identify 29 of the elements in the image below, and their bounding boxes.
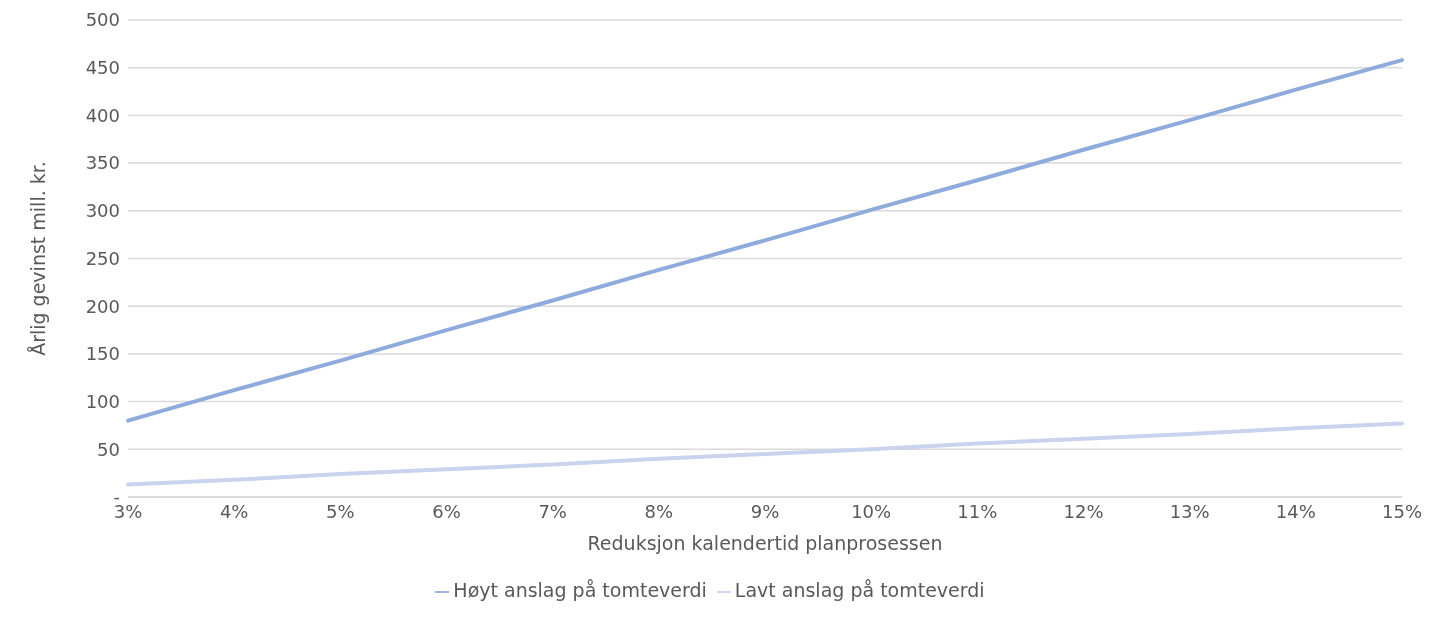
- x-tick-label: 8%: [644, 500, 674, 522]
- y-tick-label: 200: [85, 295, 120, 317]
- x-tick-label: 3%: [113, 500, 143, 522]
- x-tick-label: 6%: [432, 500, 461, 522]
- x-tick-label: 11%: [957, 500, 998, 522]
- x-axis-title: Reduksjon kalendertid planprosessen: [587, 532, 943, 555]
- y-tick-label: 50: [97, 438, 120, 460]
- line-series: [126, 421, 1404, 487]
- x-tick-label: 10%: [851, 500, 892, 522]
- y-tick-label: 400: [85, 104, 120, 126]
- x-tick-label: 4%: [219, 500, 249, 522]
- y-tick-label: 450: [85, 57, 120, 79]
- x-tick-label: 5%: [326, 500, 355, 522]
- y-tick-label: 250: [85, 247, 120, 269]
- y-axis-title: Årlig gevinst mill. kr.: [26, 161, 49, 356]
- x-tick-label: 9%: [750, 500, 780, 522]
- y-tick-label: 100: [85, 390, 120, 412]
- x-tick-label: 7%: [538, 500, 567, 522]
- x-tick-label: 14%: [1275, 500, 1316, 522]
- legend-label: Høyt anslag på tomteverdi: [453, 579, 707, 601]
- legend-label: Lavt anslag på tomteverdi: [734, 579, 985, 601]
- y-tick-label: 350: [85, 152, 120, 174]
- x-tick-label: 13%: [1169, 500, 1210, 522]
- y-tick-label: 300: [85, 200, 120, 222]
- y-tick-label: 500: [85, 9, 120, 31]
- x-tick-label: 12%: [1063, 500, 1104, 522]
- y-tick-label: 150: [85, 343, 120, 365]
- x-tick-label: 15%: [1381, 500, 1423, 522]
- line-series: [126, 58, 1404, 423]
